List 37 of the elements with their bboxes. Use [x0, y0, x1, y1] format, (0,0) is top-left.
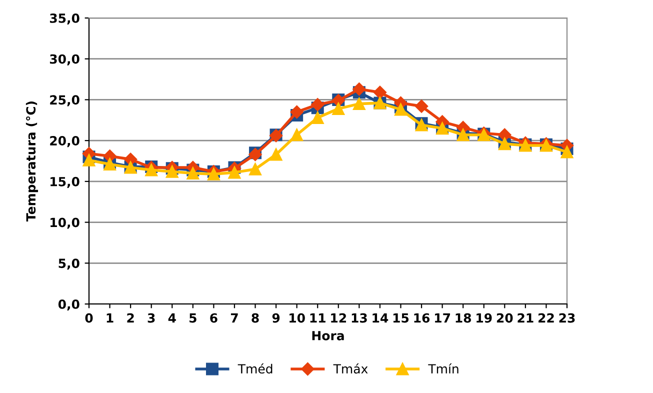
x-tick-label: 15 — [393, 313, 409, 323]
x-tick-label: 0 — [85, 313, 93, 323]
x-tick-label: 17 — [435, 313, 450, 323]
y-axis-title: Temperatura (°C) — [26, 102, 38, 222]
x-tick-label: 14 — [372, 313, 388, 323]
x-tick-label: 19 — [476, 313, 492, 323]
x-tick-label: 18 — [456, 313, 472, 323]
x-tick-label: 16 — [414, 313, 430, 323]
x-tick-label: 13 — [352, 313, 367, 323]
y-tick-label: 30,0 — [50, 54, 80, 66]
y-tick-label: 10,0 — [50, 218, 80, 229]
x-tick-label: 4 — [168, 313, 176, 323]
y-tick-label: 25,0 — [50, 95, 80, 106]
x-tick-label: 21 — [518, 313, 534, 323]
legend-label: Tmáx — [333, 363, 368, 374]
x-tick-label: 20 — [496, 313, 513, 323]
x-tick-label: 5 — [190, 313, 196, 323]
x-tick-label: 9 — [272, 313, 280, 323]
y-tick-label: 35,0 — [50, 13, 80, 25]
legend-label: Tmín — [428, 363, 458, 374]
x-tick-label: 8 — [252, 313, 259, 323]
y-tick-label: 20,0 — [50, 136, 80, 148]
x-axis-title: Hora — [312, 331, 344, 340]
x-tick-label: 12 — [331, 313, 346, 323]
y-tick-label: 5,0 — [58, 258, 80, 270]
x-tick-label: 7 — [230, 313, 238, 323]
x-tick-label: 23 — [559, 313, 575, 323]
x-tick-label: 6 — [210, 313, 218, 323]
x-tick-label: 22 — [538, 313, 554, 323]
x-tick-label: 2 — [127, 313, 134, 323]
y-tick-label: 0,0 — [58, 299, 80, 311]
x-tick-label: 3 — [148, 313, 155, 323]
y-tick-label: 15,0 — [50, 176, 80, 188]
legend-label: Tméd — [238, 363, 272, 374]
x-tick-label: 11 — [310, 313, 326, 323]
x-tick-label: 1 — [106, 313, 114, 323]
x-tick-label: 10 — [290, 313, 305, 323]
